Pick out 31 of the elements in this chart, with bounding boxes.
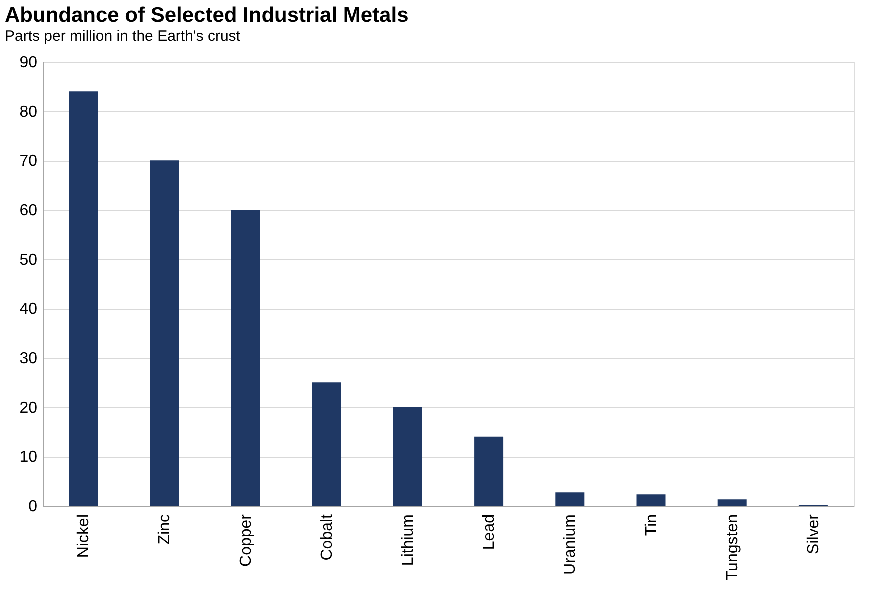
bar xyxy=(718,500,747,506)
y-tick-label: 0 xyxy=(28,498,38,516)
chart-subtitle: Parts per million in the Earth's crust xyxy=(5,28,242,45)
x-tick-label: Nickel xyxy=(76,514,93,558)
bar xyxy=(69,92,98,506)
x-tick-label: Lead xyxy=(481,514,498,550)
bar xyxy=(636,494,666,506)
bar xyxy=(231,210,260,506)
bar xyxy=(556,492,585,506)
y-tick-label: 40 xyxy=(20,301,38,318)
chart-title: Abundance of Selected Industrial Metals xyxy=(5,4,409,27)
y-tick-label: 60 xyxy=(20,202,38,220)
bar xyxy=(474,436,504,506)
x-tick-label: Copper xyxy=(238,514,255,567)
x-tick-label: Tungsten xyxy=(724,514,742,581)
x-tick-label: Zinc xyxy=(156,514,174,545)
x-tick-label: Uranium xyxy=(562,514,580,575)
x-tick-label: Cobalt xyxy=(318,514,336,561)
y-tick-label: 30 xyxy=(20,350,38,368)
bar xyxy=(393,407,422,506)
bar xyxy=(150,160,180,506)
y-tick-label: 50 xyxy=(20,252,38,269)
y-tick-label: 80 xyxy=(20,104,38,121)
y-tick-label: 10 xyxy=(20,449,38,466)
y-tick-label: 20 xyxy=(20,400,38,417)
x-tick-label: Tin xyxy=(643,514,660,536)
bar xyxy=(312,382,342,506)
y-tick-label: 70 xyxy=(20,153,38,170)
x-tick-label: Lithium xyxy=(400,514,417,566)
y-tick-label: 90 xyxy=(20,54,38,72)
x-tick-label: Silver xyxy=(805,514,822,555)
